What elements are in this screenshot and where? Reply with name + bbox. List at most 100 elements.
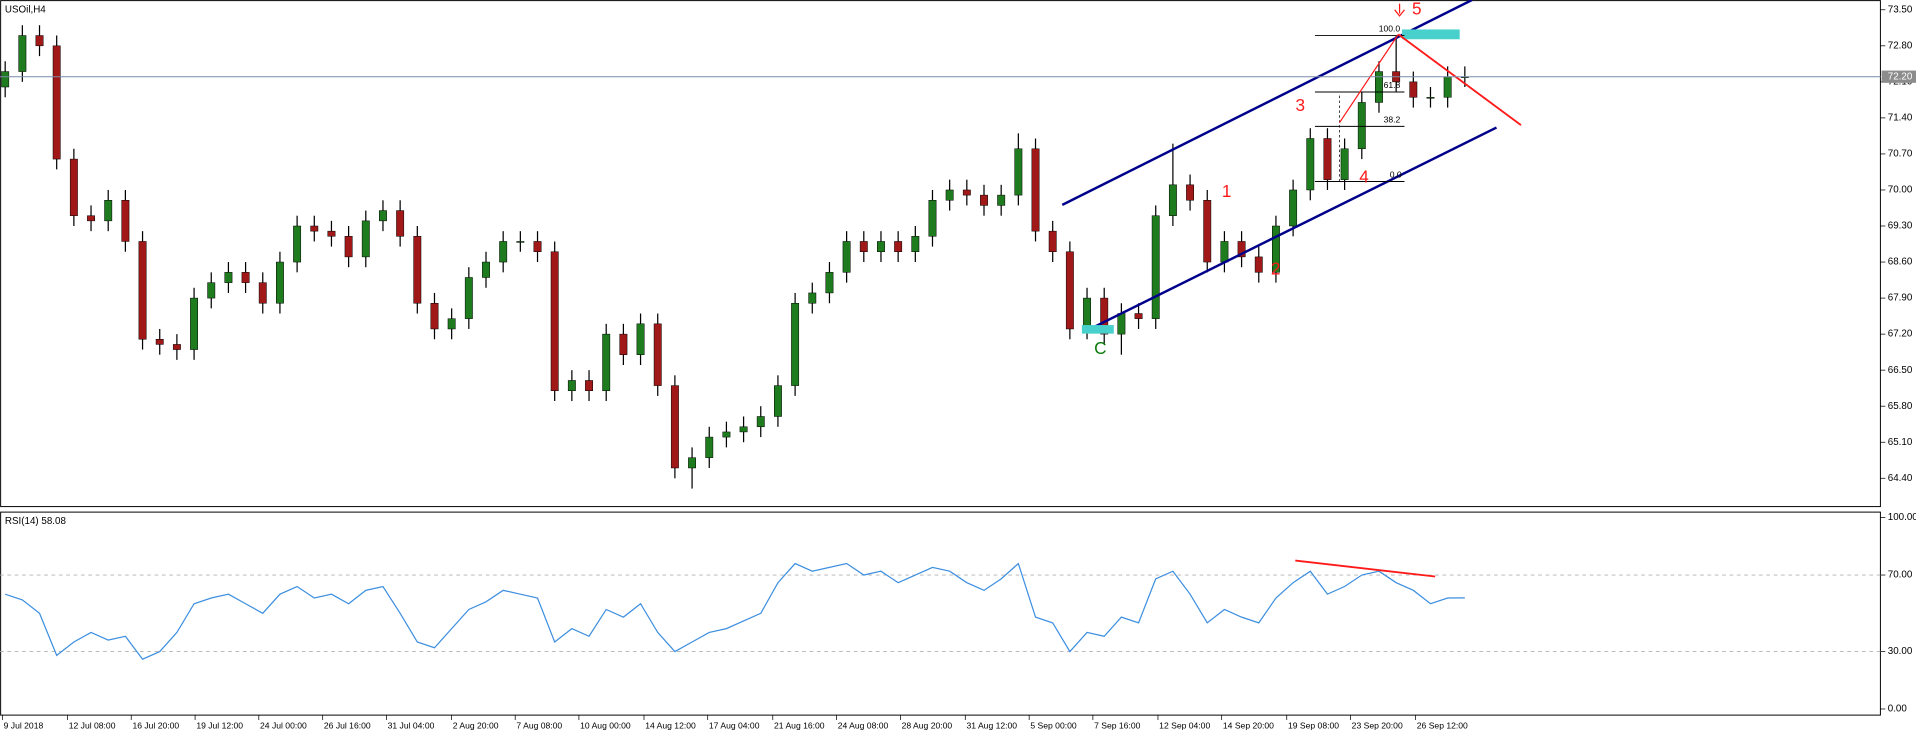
candle-body	[18, 35, 27, 72]
candle-body	[1426, 97, 1435, 99]
candle-body	[859, 241, 868, 252]
candle-body	[619, 333, 628, 355]
wave-label: 1	[1222, 181, 1232, 201]
x-tick-label: 12 Sep 04:00	[1159, 720, 1210, 730]
candle-body	[1134, 313, 1143, 319]
candle-body	[997, 194, 1006, 206]
candle-body	[773, 385, 782, 417]
x-tick-label: 7 Sep 16:00	[1094, 720, 1140, 730]
rsi-panel	[0, 511, 1881, 716]
candle-body	[585, 380, 593, 391]
candle-body	[516, 241, 525, 243]
candle-body	[1151, 215, 1160, 319]
candle-body	[464, 277, 473, 319]
x-tick-label: 31 Aug 12:00	[967, 720, 1018, 730]
y-tick-label: 0.00	[1888, 704, 1908, 715]
candle-body	[499, 241, 508, 263]
candle-body	[1031, 148, 1040, 232]
candle-body	[1203, 200, 1212, 263]
candle-body	[894, 241, 903, 252]
rsi-line	[4, 562, 1465, 660]
candle-body	[87, 215, 95, 222]
fib-label: 0.0	[1390, 170, 1402, 180]
candle-body	[447, 318, 456, 330]
x-tick-label: 9 Jul 2018	[4, 720, 44, 730]
candle-body	[962, 189, 971, 196]
y-tick-label: 64.40	[1888, 473, 1913, 484]
candle-body	[1443, 76, 1452, 98]
candle-body	[1065, 251, 1074, 330]
x-tick-label: 17 Aug 04:00	[709, 720, 760, 730]
candle-body	[550, 251, 559, 391]
plot-layer	[0, 25, 1881, 660]
y-tick-label: 70.00	[1888, 570, 1913, 581]
candle-body	[1083, 297, 1091, 330]
candle-body	[670, 385, 679, 469]
x-tick-label: 26 Sep 12:00	[1417, 720, 1468, 730]
wave-label: C	[1094, 338, 1106, 358]
candle-body	[1375, 71, 1383, 103]
candle-body	[636, 323, 645, 355]
candle-body	[791, 302, 800, 386]
candle-body	[121, 200, 130, 242]
candle-body	[293, 225, 302, 263]
x-tick-label: 16 Jul 20:00	[132, 720, 179, 730]
y-tick-label: 67.20	[1888, 329, 1913, 340]
candle-body	[1289, 189, 1298, 227]
candle-body	[1237, 241, 1246, 258]
candle-body	[825, 272, 834, 294]
candle-body	[35, 35, 44, 47]
y-tick-label: 71.40	[1888, 112, 1913, 123]
candle-body	[275, 261, 284, 304]
candle-body	[877, 241, 885, 252]
candle-body	[722, 431, 731, 438]
wave-label: 5	[1412, 0, 1422, 18]
price-label-box	[1881, 70, 1916, 83]
candle-body	[104, 200, 113, 222]
candle-body	[190, 297, 199, 350]
wave-line	[1338, 34, 1399, 124]
fib-label: 100.0	[1379, 24, 1401, 34]
trend-line	[1397, 33, 1522, 126]
candle-body	[1100, 297, 1109, 335]
price-label: 72.20	[1888, 71, 1913, 82]
y-tick-label: 69.30	[1888, 221, 1913, 232]
y-tick-label: 65.80	[1888, 401, 1913, 412]
candle-body	[842, 241, 851, 273]
down-arrow	[1394, 3, 1405, 17]
candle-body	[602, 333, 611, 391]
channel-lower	[1085, 126, 1498, 333]
x-tick-label: 21 Aug 16:00	[774, 720, 825, 730]
y-tick-label: 72.80	[1888, 40, 1913, 51]
candle-body	[344, 236, 353, 258]
candle-body	[1323, 138, 1332, 180]
candle-body	[756, 416, 765, 428]
x-tick-label: 23 Sep 20:00	[1352, 720, 1403, 730]
x-tick-label: 26 Jul 16:00	[324, 720, 371, 730]
y-tick-label: 73.50	[1888, 4, 1913, 15]
chart-title: USOil,H4	[5, 4, 46, 15]
y-tick-label: 100.00	[1888, 512, 1916, 523]
price-panel	[0, 0, 1881, 508]
candle-body	[69, 158, 78, 216]
candle-body	[1, 71, 10, 88]
candle-body	[705, 436, 714, 458]
x-tick-label: 14 Aug 12:00	[645, 720, 696, 730]
candle-body	[327, 230, 336, 237]
x-tick-label: 2 Aug 20:00	[453, 720, 499, 730]
candle-body	[1117, 313, 1126, 335]
candle-body	[1340, 148, 1349, 180]
candle-body	[911, 236, 920, 252]
y-tick-label: 70.70	[1888, 149, 1913, 160]
x-tick-label: 28 Aug 20:00	[902, 720, 953, 730]
x-tick-label: 10 Aug 00:00	[580, 720, 631, 730]
candle-body	[207, 282, 216, 299]
candle-body	[1014, 148, 1023, 196]
x-tick-label: 24 Aug 08:00	[838, 720, 889, 730]
wave-label: 3	[1295, 95, 1305, 115]
candle-body	[172, 344, 181, 350]
candle-body	[396, 210, 405, 237]
candle-body	[138, 241, 147, 340]
